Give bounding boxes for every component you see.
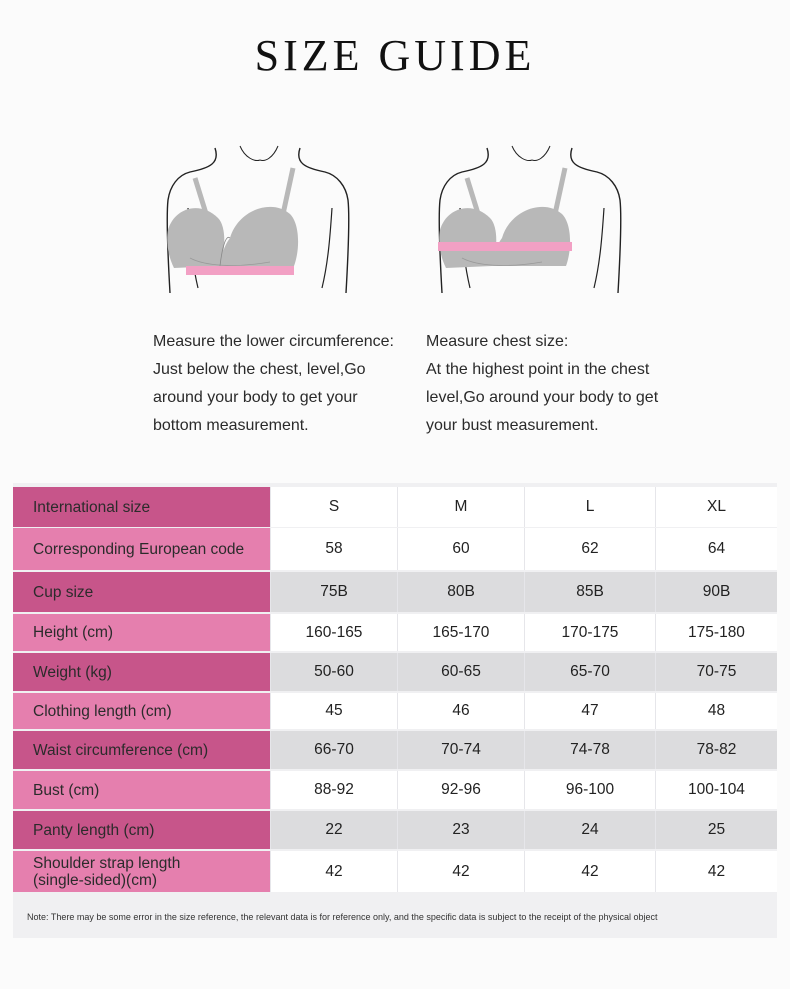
disclaimer-note: Note: There may be some error in the siz… — [13, 896, 777, 938]
table-cell: 85B — [524, 572, 655, 612]
row-label: Corresponding European code — [13, 528, 270, 570]
table-row: Height (cm) 160-165 165-170 170-175 175-… — [13, 614, 777, 651]
table-row: Panty length (cm) 22 23 24 25 — [13, 811, 777, 849]
instruction-line: level,Go around your body to get — [426, 389, 659, 406]
instruction-line: At the highest point in the chest — [426, 361, 650, 378]
row-label: Waist circumference (cm) — [13, 731, 270, 769]
table-cell: 90B — [655, 572, 777, 612]
chest-size-instructions: Measure chest size: At the highest point… — [426, 328, 696, 440]
table-cell: 80B — [397, 572, 524, 612]
table-cell: 60-65 — [397, 653, 524, 691]
table-cell: 78-82 — [655, 731, 777, 769]
instruction-line: Measure chest size: — [426, 333, 569, 350]
instruction-line: your bust measurement. — [426, 417, 599, 434]
table-cell: 165-170 — [397, 614, 524, 651]
table-cell: 22 — [270, 811, 397, 849]
table-cell: 64 — [655, 528, 777, 570]
table-cell: 42 — [270, 851, 397, 892]
table-cell: 75B — [270, 572, 397, 612]
table-cell: XL — [655, 487, 777, 527]
table-cell: 70-75 — [655, 653, 777, 691]
table-row: Bust (cm) 88-92 92-96 96-100 100-104 — [13, 771, 777, 809]
table-row: Cup size 75B 80B 85B 90B — [13, 572, 777, 612]
table-cell: 60 — [397, 528, 524, 570]
row-label: Shoulder strap length (single-sided)(cm) — [13, 851, 270, 892]
table-cell: 170-175 — [524, 614, 655, 651]
table-cell: 88-92 — [270, 771, 397, 809]
table-cell: S — [270, 487, 397, 527]
row-label: Panty length (cm) — [13, 811, 270, 849]
row-label: Height (cm) — [13, 614, 270, 651]
table-cell: 47 — [524, 693, 655, 729]
table-cell: 42 — [397, 851, 524, 892]
table-cell: 45 — [270, 693, 397, 729]
table-cell: 92-96 — [397, 771, 524, 809]
table-cell: 70-74 — [397, 731, 524, 769]
table-row: International size S M L XL — [13, 487, 777, 527]
table-row: Shoulder strap length (single-sided)(cm)… — [13, 851, 777, 892]
table-cell: 48 — [655, 693, 777, 729]
table-row: Waist circumference (cm) 66-70 70-74 74-… — [13, 731, 777, 769]
table-row: Clothing length (cm) 45 46 47 48 — [13, 693, 777, 729]
row-label-line: (single-sided)(cm) — [33, 871, 158, 889]
table-cell: 62 — [524, 528, 655, 570]
table-cell: 25 — [655, 811, 777, 849]
instruction-line: Measure the lower circumference: — [153, 333, 394, 350]
row-label: Cup size — [13, 572, 270, 612]
table-cell: 74-78 — [524, 731, 655, 769]
row-label: Clothing length (cm) — [13, 693, 270, 729]
instruction-line: bottom measurement. — [153, 417, 309, 434]
table-cell: 175-180 — [655, 614, 777, 651]
table-cell: 58 — [270, 528, 397, 570]
table-row: Corresponding European code 58 60 62 64 — [13, 528, 777, 570]
page-title: SIZE GUIDE — [254, 31, 536, 80]
table-cell: 46 — [397, 693, 524, 729]
table-cell: 42 — [655, 851, 777, 892]
table-cell: 23 — [397, 811, 524, 849]
table-cell: L — [524, 487, 655, 527]
chest-size-illustration — [438, 145, 622, 294]
table-cell: 50-60 — [270, 653, 397, 691]
table-row: Weight (kg) 50-60 60-65 65-70 70-75 — [13, 653, 777, 691]
table-cell: 96-100 — [524, 771, 655, 809]
table-cell: 160-165 — [270, 614, 397, 651]
row-label: Bust (cm) — [13, 771, 270, 809]
table-cell: 100-104 — [655, 771, 777, 809]
table-cell: M — [397, 487, 524, 527]
row-label: Weight (kg) — [13, 653, 270, 691]
row-label-line: Shoulder strap length — [33, 854, 181, 872]
table-cell: 24 — [524, 811, 655, 849]
table-cell: 42 — [524, 851, 655, 892]
lower-circumference-instructions: Measure the lower circumference: Just be… — [153, 328, 423, 440]
instruction-line: around your body to get your — [153, 389, 358, 406]
table-cell: 66-70 — [270, 731, 397, 769]
size-table: International size S M L XL Correspondin… — [13, 483, 777, 938]
row-label: International size — [13, 487, 270, 527]
table-cell: 65-70 — [524, 653, 655, 691]
lower-circumference-illustration — [166, 145, 350, 294]
instruction-line: Just below the chest, level,Go — [153, 361, 366, 378]
